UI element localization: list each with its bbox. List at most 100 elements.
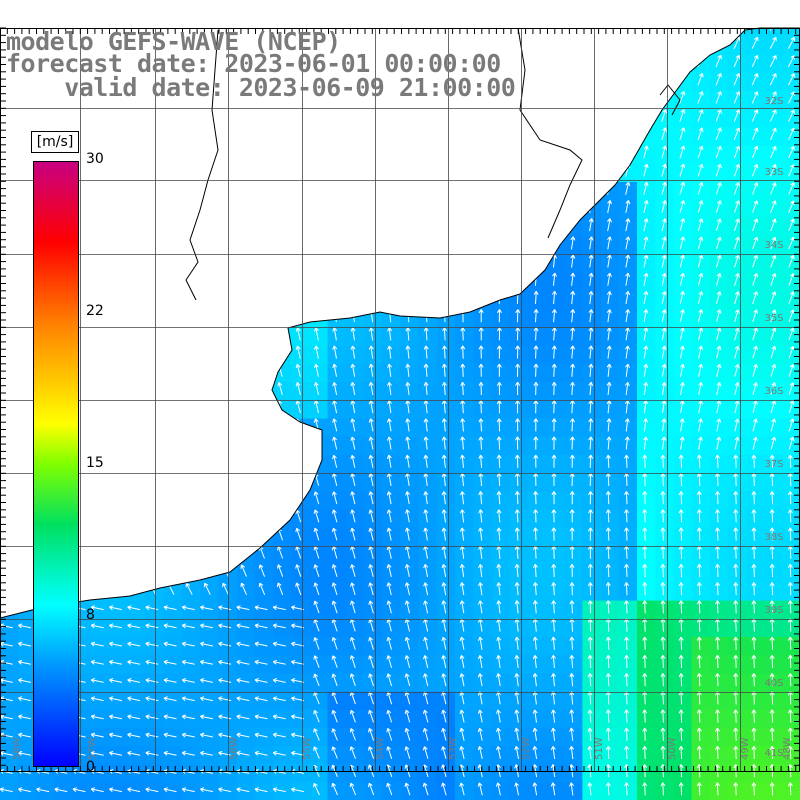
wind-cell <box>145 637 165 656</box>
wind-arrow <box>236 659 250 665</box>
wind-arrow <box>259 382 265 395</box>
wind-arrow <box>751 636 757 650</box>
wind-arrow <box>181 659 195 665</box>
wind-cell <box>655 746 674 765</box>
wind-arrow <box>90 696 104 702</box>
wind-arrow <box>131 382 138 395</box>
wind-arrow <box>218 641 232 647</box>
wind-arrow <box>185 382 193 395</box>
wind-arrow <box>145 732 159 738</box>
wind-cell <box>236 728 256 747</box>
wind-cell <box>309 145 329 165</box>
wind-cell <box>382 309 401 329</box>
wind-cell <box>673 327 693 347</box>
wind-arrow <box>94 182 102 195</box>
wind-arrow <box>423 400 429 414</box>
wind-arrow <box>200 787 214 793</box>
wind-arrow <box>241 218 247 232</box>
wind-arrow <box>552 127 558 141</box>
wind-cell <box>36 109 56 128</box>
wind-cell <box>746 709 765 729</box>
wind-cell <box>618 218 638 238</box>
wind-cell <box>345 455 365 474</box>
wind-arrow <box>442 199 448 214</box>
wind-cell <box>455 418 474 438</box>
wind-cell <box>400 728 420 747</box>
wind-cell <box>709 327 729 347</box>
wind-arrow <box>200 659 214 665</box>
wind-cell <box>145 218 165 238</box>
wind-cell <box>637 36 656 56</box>
wind-arrow <box>552 108 558 122</box>
wind-arrow <box>127 623 141 629</box>
wind-arrow <box>498 0 502 13</box>
wind-cell <box>564 618 583 638</box>
wind-cell <box>309 782 329 800</box>
wind-arrow <box>2 492 12 504</box>
wind-arrow <box>258 527 265 541</box>
wind-cell <box>764 655 784 674</box>
wind-cell <box>127 728 147 747</box>
wind-cell <box>309 127 329 147</box>
wind-cell <box>345 709 365 729</box>
wind-cell <box>600 163 620 183</box>
wind-arrow <box>149 273 156 286</box>
wind-arrow <box>222 364 229 377</box>
wind-cell <box>782 273 800 292</box>
wind-arrow <box>514 454 520 468</box>
wind-arrow <box>569 491 575 505</box>
wind-arrow <box>313 564 320 577</box>
wind-cell <box>491 28 511 37</box>
wind-cell <box>637 600 656 620</box>
wind-cell <box>200 673 219 693</box>
wind-arrow <box>534 163 539 177</box>
wind-cell <box>418 473 438 492</box>
wind-arrow <box>588 218 594 232</box>
wind-arrow <box>514 436 520 450</box>
wind-arrow <box>332 382 338 396</box>
wind-arrow <box>203 564 211 577</box>
wind-arrow <box>331 746 338 759</box>
wind-cell <box>327 746 347 765</box>
wind-cell <box>673 709 693 729</box>
wind-arrow <box>460 127 466 141</box>
wind-cell <box>728 546 747 565</box>
wind-cell <box>455 145 474 165</box>
wind-cell <box>782 582 800 602</box>
wind-cell <box>655 418 674 438</box>
wind-cell <box>491 527 511 547</box>
wind-cell <box>345 473 365 492</box>
wind-arrow <box>459 782 465 796</box>
wind-arrow <box>368 381 374 395</box>
wind-cell <box>655 527 674 547</box>
wind-cell <box>218 546 238 565</box>
wind-cell <box>564 54 583 74</box>
wind-arrow <box>186 200 192 213</box>
wind-cell <box>709 291 729 310</box>
wind-arrow <box>149 437 157 450</box>
wind-cell <box>564 145 583 165</box>
wind-cell <box>782 709 800 729</box>
wind-arrow <box>533 345 539 359</box>
wind-cell <box>400 291 420 310</box>
wind-arrow <box>350 345 356 359</box>
wind-cell <box>764 418 784 438</box>
wind-arrow <box>167 564 175 577</box>
wind-arrow <box>222 236 229 250</box>
wind-cell <box>746 473 765 492</box>
wind-cell <box>382 145 401 165</box>
wind-cell <box>236 564 256 583</box>
wind-arrow <box>423 436 429 450</box>
wind-cell <box>91 637 110 656</box>
wind-cell <box>728 273 747 292</box>
wind-arrow <box>112 491 120 504</box>
wind-cell <box>455 200 474 219</box>
wind-arrow <box>296 181 301 195</box>
wind-cell <box>655 327 674 347</box>
wind-arrow <box>404 655 411 668</box>
wind-arrow <box>131 346 138 359</box>
wind-arrow <box>295 327 301 341</box>
wind-cell <box>709 473 729 492</box>
wind-cell <box>400 218 420 238</box>
wind-cell <box>418 655 438 674</box>
